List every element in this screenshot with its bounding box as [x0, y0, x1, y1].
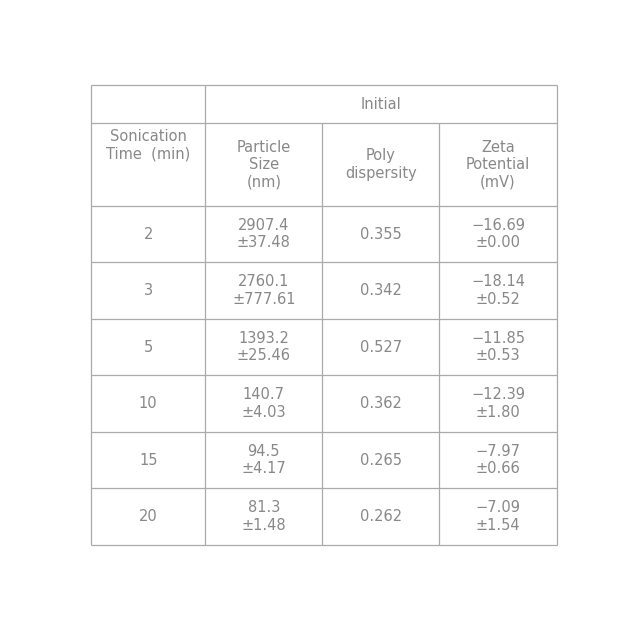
Text: −16.69
±0.00: −16.69 ±0.00 [471, 218, 525, 250]
Text: Particle
Size
(nm): Particle Size (nm) [236, 140, 291, 190]
Text: −18.14
±0.52: −18.14 ±0.52 [471, 275, 525, 307]
Text: 2: 2 [143, 227, 153, 241]
Text: Poly
dispersity: Poly dispersity [345, 149, 416, 181]
Text: 15: 15 [139, 452, 157, 467]
Text: −7.97
±0.66: −7.97 ±0.66 [475, 444, 521, 476]
Text: 1393.2
±25.46: 1393.2 ±25.46 [237, 331, 291, 363]
Text: 5: 5 [143, 339, 153, 354]
Text: −12.39
±1.80: −12.39 ±1.80 [471, 388, 525, 420]
Text: 10: 10 [139, 396, 157, 411]
Text: 0.265: 0.265 [360, 452, 402, 467]
Text: 0.355: 0.355 [360, 227, 402, 241]
Text: Initial: Initial [360, 97, 401, 112]
Text: 0.262: 0.262 [360, 509, 402, 524]
Text: −7.09
±1.54: −7.09 ±1.54 [475, 500, 521, 533]
Text: −11.85
±0.53: −11.85 ±0.53 [471, 331, 525, 363]
Text: 140.7
±4.03: 140.7 ±4.03 [241, 388, 286, 420]
Text: 3: 3 [143, 283, 153, 298]
Text: 0.362: 0.362 [360, 396, 402, 411]
Text: 20: 20 [139, 509, 157, 524]
Text: 81.3
±1.48: 81.3 ±1.48 [241, 500, 286, 533]
Text: 2907.4
±37.48: 2907.4 ±37.48 [237, 218, 291, 250]
Text: 0.527: 0.527 [360, 339, 402, 354]
Text: 2760.1
±777.61: 2760.1 ±777.61 [232, 275, 296, 307]
Text: 94.5
±4.17: 94.5 ±4.17 [241, 444, 286, 476]
Text: Zeta
Potential
(mV): Zeta Potential (mV) [466, 140, 530, 190]
Text: 0.342: 0.342 [360, 283, 402, 298]
Text: Sonication
Time  (min): Sonication Time (min) [106, 130, 190, 162]
